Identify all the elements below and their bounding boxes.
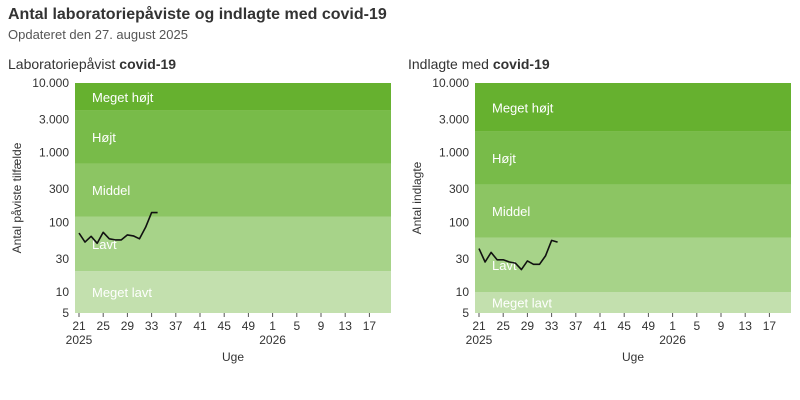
band-lab-hojt xyxy=(75,110,391,164)
band-label-lab-2: Middel xyxy=(92,183,130,198)
y-tick-lab-3000: 3.000 xyxy=(39,112,69,126)
y-tick-lab-10: 10 xyxy=(56,285,70,299)
y-tick-hosp-10: 10 xyxy=(456,285,470,299)
x-tick-lab-8: 1 xyxy=(269,319,276,333)
band-label-hosp-2: Middel xyxy=(492,204,530,219)
x-tick-lab-6: 45 xyxy=(218,319,232,333)
band-label-hosp-4: Meget højt xyxy=(492,100,554,115)
x-tick-lab-1: 25 xyxy=(97,319,111,333)
x-tick-hosp-2: 29 xyxy=(521,319,535,333)
x-tick-hosp-6: 45 xyxy=(618,319,632,333)
x-year-lab-2025: 2025 xyxy=(66,333,93,347)
x-tick-hosp-3: 33 xyxy=(545,319,559,333)
y-axis-label-lab: Antal påviste tilfælde xyxy=(10,142,24,253)
x-tick-hosp-4: 37 xyxy=(569,319,583,333)
y-tick-lab-10000: 10.000 xyxy=(32,76,69,90)
x-year-hosp-2026: 2026 xyxy=(659,333,686,347)
x-tick-hosp-8: 1 xyxy=(669,319,676,333)
chart-title-lab-bold: covid-19 xyxy=(119,56,177,72)
x-tick-hosp-1: 25 xyxy=(497,319,511,333)
x-tick-lab-12: 17 xyxy=(363,319,377,333)
y-tick-hosp-1000: 1.000 xyxy=(439,146,469,160)
x-tick-hosp-12: 17 xyxy=(763,319,777,333)
band-hosp-meget-lavt xyxy=(475,292,791,313)
chart-title-lab: Laboratoriepåvist covid-19 xyxy=(8,56,176,72)
x-tick-hosp-11: 13 xyxy=(739,319,753,333)
chart-title-hosp-bold: covid-19 xyxy=(492,56,550,72)
x-tick-hosp-0: 21 xyxy=(472,319,486,333)
band-label-lab-0: Meget lavt xyxy=(92,285,152,300)
x-tick-lab-4: 37 xyxy=(169,319,183,333)
band-hosp-hojt xyxy=(475,131,791,185)
y-tick-lab-300: 300 xyxy=(49,182,69,196)
y-tick-lab-30: 30 xyxy=(56,252,70,266)
x-tick-lab-3: 33 xyxy=(145,319,159,333)
y-tick-hosp-30: 30 xyxy=(456,252,470,266)
x-tick-lab-7: 49 xyxy=(242,319,256,333)
band-label-hosp-0: Meget lavt xyxy=(492,296,552,311)
x-tick-hosp-7: 49 xyxy=(642,319,656,333)
series-line-lab-0 xyxy=(78,211,158,245)
x-tick-lab-11: 13 xyxy=(339,319,353,333)
updated-date: Opdateret den 27. august 2025 xyxy=(8,27,188,42)
x-tick-hosp-10: 9 xyxy=(718,319,725,333)
x-tick-lab-10: 9 xyxy=(318,319,325,333)
page-title: Antal laboratoriepåviste og indlagte med… xyxy=(8,6,387,23)
chart-title-hosp-prefix: Indlagte med xyxy=(408,56,493,72)
chart-title-hosp: Indlagte med covid-19 xyxy=(408,56,550,72)
y-tick-lab-100: 100 xyxy=(49,215,69,229)
band-hosp-lavt xyxy=(475,237,791,293)
band-lab-lavt xyxy=(75,216,391,272)
x-tick-lab-9: 5 xyxy=(293,319,300,333)
y-tick-hosp-3000: 3.000 xyxy=(439,112,469,126)
x-tick-hosp-5: 41 xyxy=(593,319,607,333)
band-lab-meget-lavt xyxy=(75,271,391,313)
x-year-hosp-2025: 2025 xyxy=(466,333,493,347)
y-tick-lab-5: 5 xyxy=(62,306,69,320)
band-label-lab-3: Højt xyxy=(92,130,116,145)
x-tick-lab-0: 21 xyxy=(72,319,86,333)
y-tick-hosp-300: 300 xyxy=(449,182,469,196)
y-tick-hosp-5: 5 xyxy=(462,306,469,320)
band-hosp-meget-hojt xyxy=(475,83,791,132)
x-axis-label-hosp: Uge xyxy=(622,350,644,364)
y-tick-lab-1000: 1.000 xyxy=(39,146,69,160)
y-axis-label-hosp: Antal indlagte xyxy=(410,161,424,234)
x-tick-hosp-9: 5 xyxy=(693,319,700,333)
x-axis-label-lab: Uge xyxy=(222,350,244,364)
x-tick-lab-2: 29 xyxy=(121,319,135,333)
chart-title-lab-prefix: Laboratoriepåvist xyxy=(8,56,120,72)
series-line-hosp-0 xyxy=(478,239,558,271)
band-lab-meget-hojt xyxy=(75,83,391,111)
y-tick-hosp-100: 100 xyxy=(449,215,469,229)
band-lab-middel xyxy=(75,163,391,217)
band-label-lab-4: Meget højt xyxy=(92,90,154,105)
x-year-lab-2026: 2026 xyxy=(259,333,286,347)
y-tick-hosp-10000: 10.000 xyxy=(432,76,469,90)
band-hosp-middel xyxy=(475,184,791,238)
x-tick-lab-5: 41 xyxy=(193,319,207,333)
band-label-hosp-3: Højt xyxy=(492,151,516,166)
